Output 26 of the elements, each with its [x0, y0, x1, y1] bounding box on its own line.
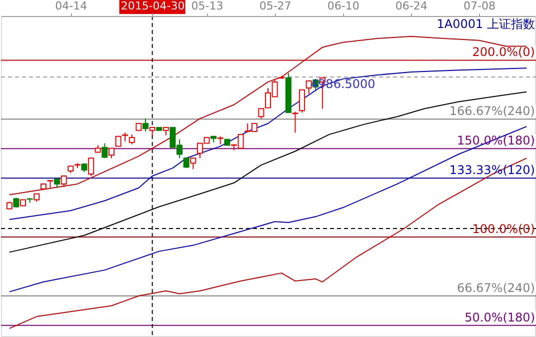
x-tick-label: 05-27 [259, 0, 292, 12]
candlestick [60, 176, 67, 188]
chart-title: 1A0001 上证指数 [436, 17, 535, 31]
ref-line-label: 50.0%(180) [464, 310, 535, 324]
candlestick [190, 158, 196, 170]
candlestick [115, 136, 122, 147]
ref-line-label: 100.0%(0) [472, 222, 535, 236]
candlestick [142, 118, 149, 132]
candlestick [292, 111, 298, 134]
x-tick-label: 04-14 [55, 0, 88, 12]
x-tick-label: 2015-04-30 [120, 0, 185, 12]
candlestick [128, 134, 135, 145]
candlestick [102, 142, 108, 159]
x-tick-label: 07-08 [463, 0, 496, 12]
candlestick [108, 148, 114, 159]
candlestick [81, 162, 88, 173]
candlestick [183, 158, 190, 169]
x-tick-label: 05-13 [191, 0, 224, 12]
x-tick-label: 06-10 [327, 0, 360, 12]
x-tick-label: 06-24 [395, 0, 428, 12]
ref-line-label: 166.67%(240) [449, 104, 535, 118]
ref-line-label: 66.67%(240) [456, 280, 535, 295]
candlestick [88, 158, 94, 176]
ref-line-label: 200.0%(0) [472, 45, 535, 60]
candlestick [306, 80, 312, 94]
candlestick [299, 89, 306, 114]
